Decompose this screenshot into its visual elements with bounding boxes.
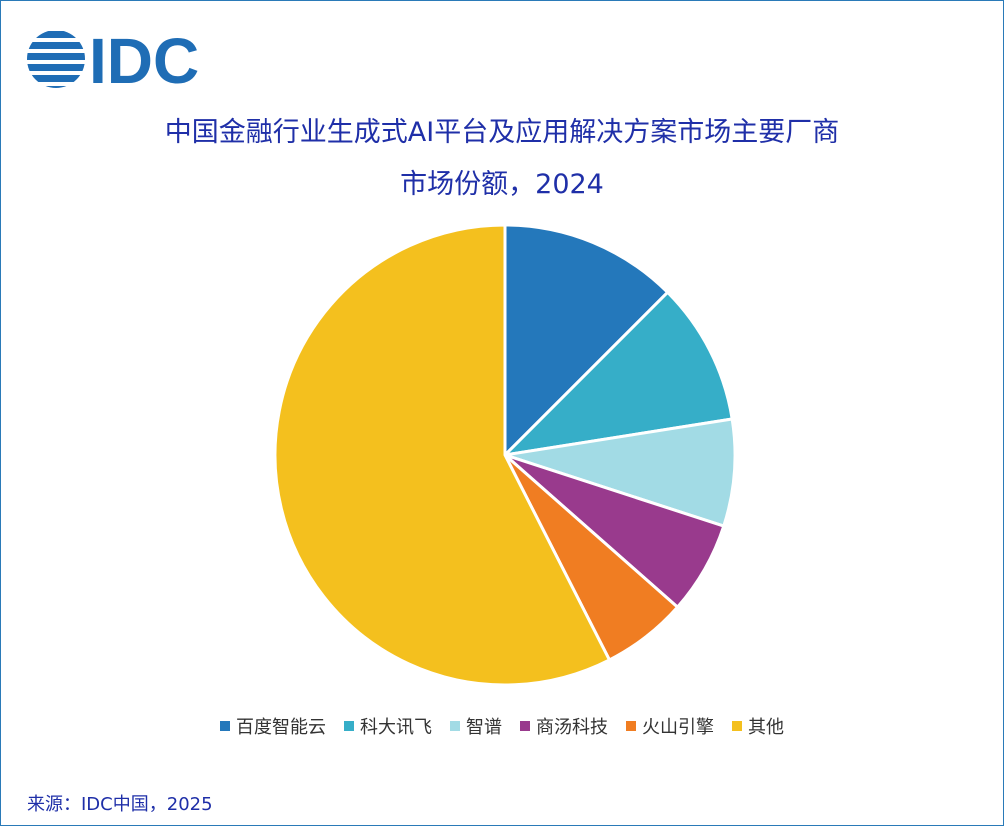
legend-swatch [520,721,530,731]
legend-swatch [732,721,742,731]
legend-item-5: 其他 [732,713,784,739]
legend-item-2: 智谱 [450,713,502,739]
pie-slice-0 [503,223,670,457]
idc-logo: IDC [27,25,217,97]
legend-label: 百度智能云 [236,717,326,738]
legend-item-1: 科大讯飞 [344,713,432,739]
legend-swatch [344,721,354,731]
source-note: 来源：IDC中国，2025 [27,794,213,815]
legend-item-3: 商汤科技 [520,713,608,739]
legend-label: 火山引擎 [642,717,714,738]
idc-logo-graphic: IDC [27,25,199,97]
pie-slice-1 [503,290,734,457]
chart-title-line-1: 中国金融行业生成式AI平台及应用解决方案市场主要厂商 [164,117,840,148]
legend-label: 其他 [748,717,784,738]
legend-label: 智谱 [466,717,502,738]
pie-slice-2 [503,417,737,528]
pie-slice-5 [273,223,611,687]
legend-swatch [626,721,636,731]
chart-legend: 百度智能云 科大讯飞 智谱 商汤科技 火山引擎 其他 [1,713,1003,739]
legend-swatch [220,721,230,731]
legend-item-0: 百度智能云 [220,713,326,739]
legend-label: 科大讯飞 [360,717,432,738]
chart-title-line-2: 市场份额，2024 [400,169,604,200]
svg-text:IDC: IDC [89,27,199,91]
legend-item-4: 火山引擎 [626,713,714,739]
legend-swatch [450,721,460,731]
legend-label: 商汤科技 [536,717,608,738]
pie-chart [273,223,737,687]
